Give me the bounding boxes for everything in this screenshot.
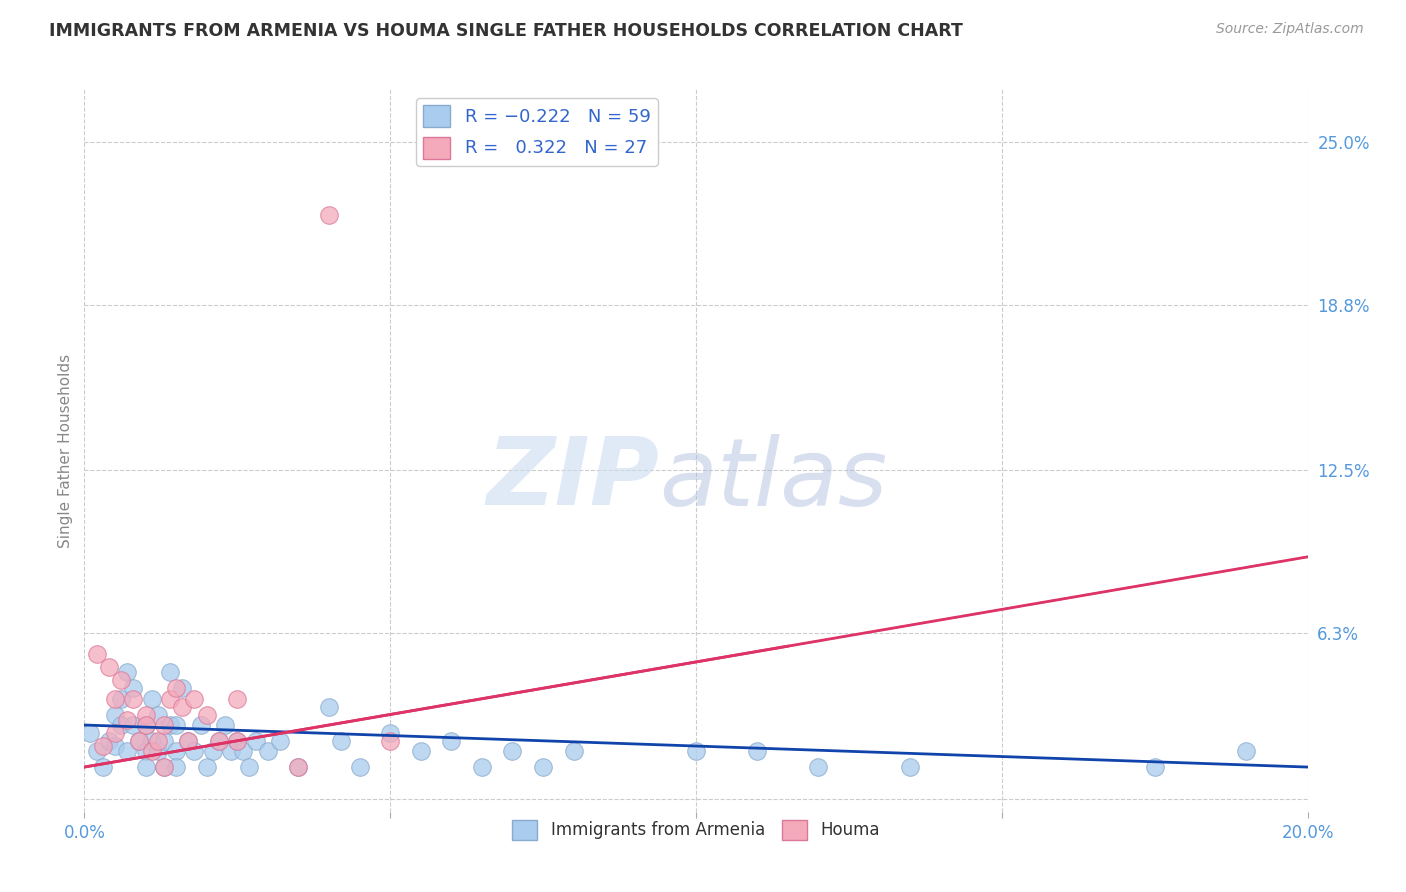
Point (141, 691, 163, 706)
Point (177, 733, 200, 747)
Point (104, 739, 127, 753)
Point (115, 744, 138, 758)
Point (257, 744, 280, 758)
Point (183, 744, 205, 758)
Point (165, 681, 187, 696)
Point (128, 733, 150, 747)
Point (440, 733, 463, 747)
Point (146, 707, 169, 722)
Point (110, 691, 132, 706)
Point (172, 681, 194, 696)
Legend: Immigrants from Armenia, Houma: Immigrants from Armenia, Houma (506, 814, 886, 847)
Point (122, 681, 145, 696)
Point (502, 744, 524, 758)
Point (183, 691, 205, 706)
Point (97, 660, 120, 674)
Point (380, 726, 402, 740)
Point (97, 733, 120, 747)
Point (214, 718, 236, 732)
Point (287, 760, 309, 774)
Point (172, 699, 194, 714)
Point (153, 760, 176, 774)
Point (562, 744, 585, 758)
Point (153, 733, 176, 747)
Point (1236, 744, 1258, 758)
Point (177, 733, 200, 747)
Point (245, 733, 267, 747)
Point (110, 673, 132, 688)
Point (135, 718, 157, 732)
Point (135, 707, 157, 722)
Point (86, 744, 108, 758)
Point (153, 718, 176, 732)
Point (165, 744, 187, 758)
Point (86, 647, 108, 661)
Point (159, 691, 181, 706)
Point (104, 691, 127, 706)
Point (159, 665, 181, 680)
Y-axis label: Single Father Households: Single Father Households (58, 353, 73, 548)
Point (318, 208, 340, 222)
Point (91, 739, 114, 753)
Point (208, 733, 231, 747)
Point (232, 744, 254, 758)
Point (146, 744, 169, 758)
Point (195, 760, 218, 774)
Point (91, 760, 114, 774)
Point (104, 707, 127, 722)
Point (141, 733, 163, 747)
Point (349, 760, 371, 774)
Point (238, 760, 260, 774)
Point (318, 699, 340, 714)
Point (165, 760, 187, 774)
Point (122, 691, 145, 706)
Point (471, 760, 494, 774)
Point (146, 733, 169, 747)
Text: IMMIGRANTS FROM ARMENIA VS HOUMA SINGLE FATHER HOUSEHOLDS CORRELATION CHART: IMMIGRANTS FROM ARMENIA VS HOUMA SINGLE … (49, 22, 963, 40)
Point (79, 726, 101, 740)
Point (141, 744, 163, 758)
Point (898, 760, 921, 774)
Point (531, 760, 554, 774)
Point (190, 718, 212, 732)
Point (195, 707, 218, 722)
Point (409, 744, 432, 758)
Text: atlas: atlas (659, 434, 887, 524)
Point (159, 718, 181, 732)
Point (807, 760, 830, 774)
Point (115, 665, 138, 680)
Point (219, 744, 242, 758)
Text: ZIP: ZIP (486, 434, 659, 525)
Point (685, 744, 707, 758)
Point (122, 718, 145, 732)
Point (226, 733, 249, 747)
Point (1143, 760, 1166, 774)
Point (201, 744, 224, 758)
Point (165, 718, 187, 732)
Point (153, 760, 176, 774)
Point (135, 744, 157, 758)
Point (104, 726, 127, 740)
Point (128, 733, 150, 747)
Point (287, 760, 309, 774)
Point (330, 733, 353, 747)
Point (110, 718, 132, 732)
Point (269, 733, 291, 747)
Text: Source: ZipAtlas.com: Source: ZipAtlas.com (1216, 22, 1364, 37)
Point (135, 718, 157, 732)
Point (380, 733, 402, 747)
Point (747, 744, 769, 758)
Point (135, 760, 157, 774)
Point (226, 733, 249, 747)
Point (226, 691, 249, 706)
Point (115, 713, 138, 727)
Point (208, 733, 231, 747)
